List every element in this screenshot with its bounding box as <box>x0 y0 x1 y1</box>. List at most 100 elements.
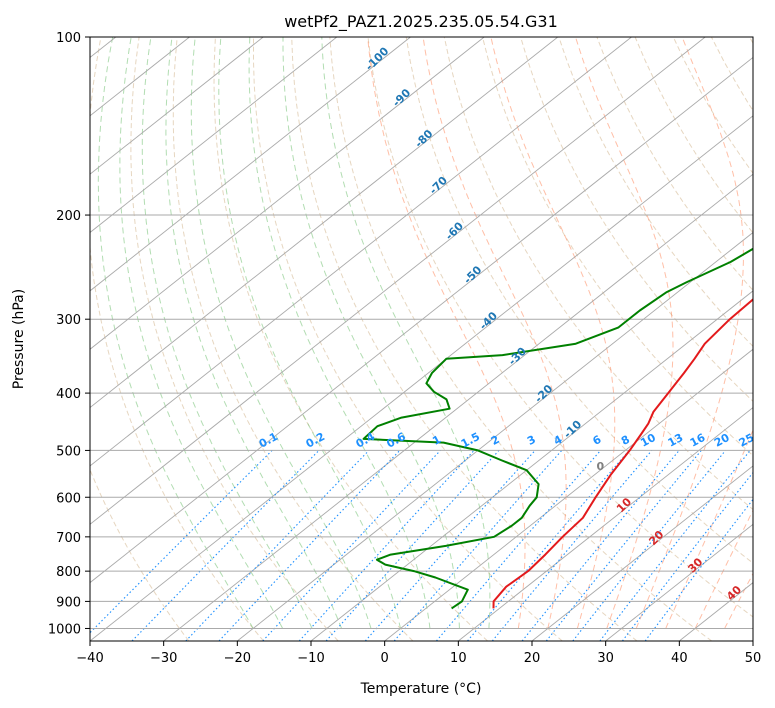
y-tick-label: 800 <box>56 565 81 580</box>
isotherm-line <box>605 523 753 641</box>
mixing-ratio-label: 13 <box>666 431 686 450</box>
moist-adiabat <box>575 37 674 629</box>
moist-adiabat <box>97 37 254 629</box>
moist-adiabat <box>724 572 753 629</box>
mixing-ratio-line <box>644 498 753 641</box>
mixing-ratio-line <box>491 450 653 641</box>
x-tick-label: −10 <box>297 651 324 666</box>
mixing-ratio-line <box>572 450 726 641</box>
dry-adiabat <box>213 37 488 641</box>
mixing-ratio-line <box>262 450 441 641</box>
pressure-gridlines <box>90 37 753 629</box>
isotherm-label: -40 <box>477 309 500 332</box>
mixing-ratio-label: 1.5 <box>459 430 482 451</box>
x-tick-label: −40 <box>76 651 103 666</box>
mixing-ratio-line <box>90 450 273 634</box>
isotherm-line <box>90 56 753 584</box>
moist-adiabat <box>248 37 431 629</box>
dry-adiabat <box>672 37 753 175</box>
isotherm-line <box>310 290 753 641</box>
x-tick-label: 10 <box>450 651 467 666</box>
x-axis: −40 −30 −20 −10 0 10 20 30 40 50 <box>76 641 761 666</box>
isotherm-label: -100 <box>363 44 392 73</box>
isotherm-label: 10 <box>614 495 634 515</box>
y-tick-label: 900 <box>56 595 81 610</box>
isotherm-line <box>237 231 753 641</box>
x-tick-label: 30 <box>597 651 614 666</box>
mixing-ratio-line <box>599 450 751 641</box>
mixing-ratio-label: 2 <box>489 433 502 448</box>
mixing-ratio-line <box>325 450 500 641</box>
isotherm-label: -90 <box>390 86 413 109</box>
y-tick-label: 500 <box>56 444 81 459</box>
moist-adiabat <box>119 37 284 629</box>
y-tick-label: 700 <box>56 531 81 546</box>
y-tick-label: 1000 <box>48 622 81 637</box>
mixing-ratio-label: 0.4 <box>354 430 378 451</box>
mixing-ratio-label: 10 <box>638 431 658 450</box>
mixing-ratio-line <box>621 471 753 641</box>
mixing-ratio-label: 6 <box>591 433 604 448</box>
isotherm-line <box>90 37 411 292</box>
mixing-ratio-label: 20 <box>712 431 732 450</box>
isotherm-line <box>458 406 753 641</box>
plot-frame <box>89 36 754 642</box>
isotherm-line <box>90 37 485 350</box>
moist-adiabat <box>367 37 526 629</box>
x-tick-label: −20 <box>224 651 251 666</box>
chart-title: wetPf2_PAZ1.2025.235.05.54.G31 <box>284 12 558 32</box>
y-tick-label: 600 <box>56 491 81 506</box>
isotherm-label: 40 <box>724 583 744 603</box>
x-tick-label: 0 <box>381 651 389 666</box>
moist-adiabat <box>665 428 753 629</box>
moist-adiabat <box>190 37 372 629</box>
dry-adiabat <box>634 37 753 234</box>
mixing-ratio-label: 25 <box>737 431 757 450</box>
dry-adiabat <box>367 37 753 618</box>
dry-adiabat <box>90 37 264 641</box>
isotherm-line <box>90 37 338 234</box>
mixing-ratio-line <box>131 450 320 641</box>
isotherm-label-zero: 0 <box>596 460 604 473</box>
x-axis-title: Temperature (°C) <box>360 681 482 697</box>
mixing-ratio-line <box>521 450 680 641</box>
isotherm-label: -50 <box>461 263 484 286</box>
mixing-ratio-line <box>364 450 536 641</box>
x-tick-label: 50 <box>745 651 762 666</box>
isotherm-line <box>90 37 559 409</box>
mixing-ratio-line <box>393 450 563 641</box>
isotherm-line <box>752 640 753 641</box>
dry-adiabat <box>329 37 713 641</box>
mixing-ratio-label: 3 <box>525 433 538 448</box>
mixing-ratio-label: 0.2 <box>304 430 327 451</box>
isotherm-line <box>679 582 753 641</box>
temperature-profile <box>492 298 753 609</box>
dewpoint-profile <box>362 247 753 610</box>
dry-adiabat <box>405 37 753 564</box>
moist-adiabat <box>141 37 313 629</box>
isotherm-line <box>90 37 706 525</box>
isotherm-label: 30 <box>685 555 705 575</box>
series-layer <box>362 247 753 610</box>
mixing-ratio-line <box>218 450 401 641</box>
background-lines <box>90 37 753 641</box>
isotherm-label: -60 <box>443 219 466 242</box>
isotherm-line <box>90 115 753 641</box>
moist-adiabat <box>165 37 343 629</box>
y-axis-title: Pressure (hPa) <box>11 289 27 389</box>
isotherm-line <box>90 37 264 175</box>
isotherm-label: -20 <box>532 382 555 405</box>
dry-adiabat <box>558 37 753 348</box>
mixing-ratio-line <box>545 450 702 641</box>
mixing-ratio-label: 0.1 <box>257 430 280 451</box>
moist-adiabat <box>218 37 401 629</box>
dry-adiabat <box>482 37 753 457</box>
moist-adiabat <box>282 37 460 629</box>
dry-adiabat <box>130 37 339 641</box>
dry-adiabat <box>172 37 414 641</box>
isotherm-line <box>90 37 632 467</box>
dry-adiabat <box>710 37 753 112</box>
moist-adiabat <box>422 37 567 629</box>
isotherm-line <box>90 37 190 117</box>
